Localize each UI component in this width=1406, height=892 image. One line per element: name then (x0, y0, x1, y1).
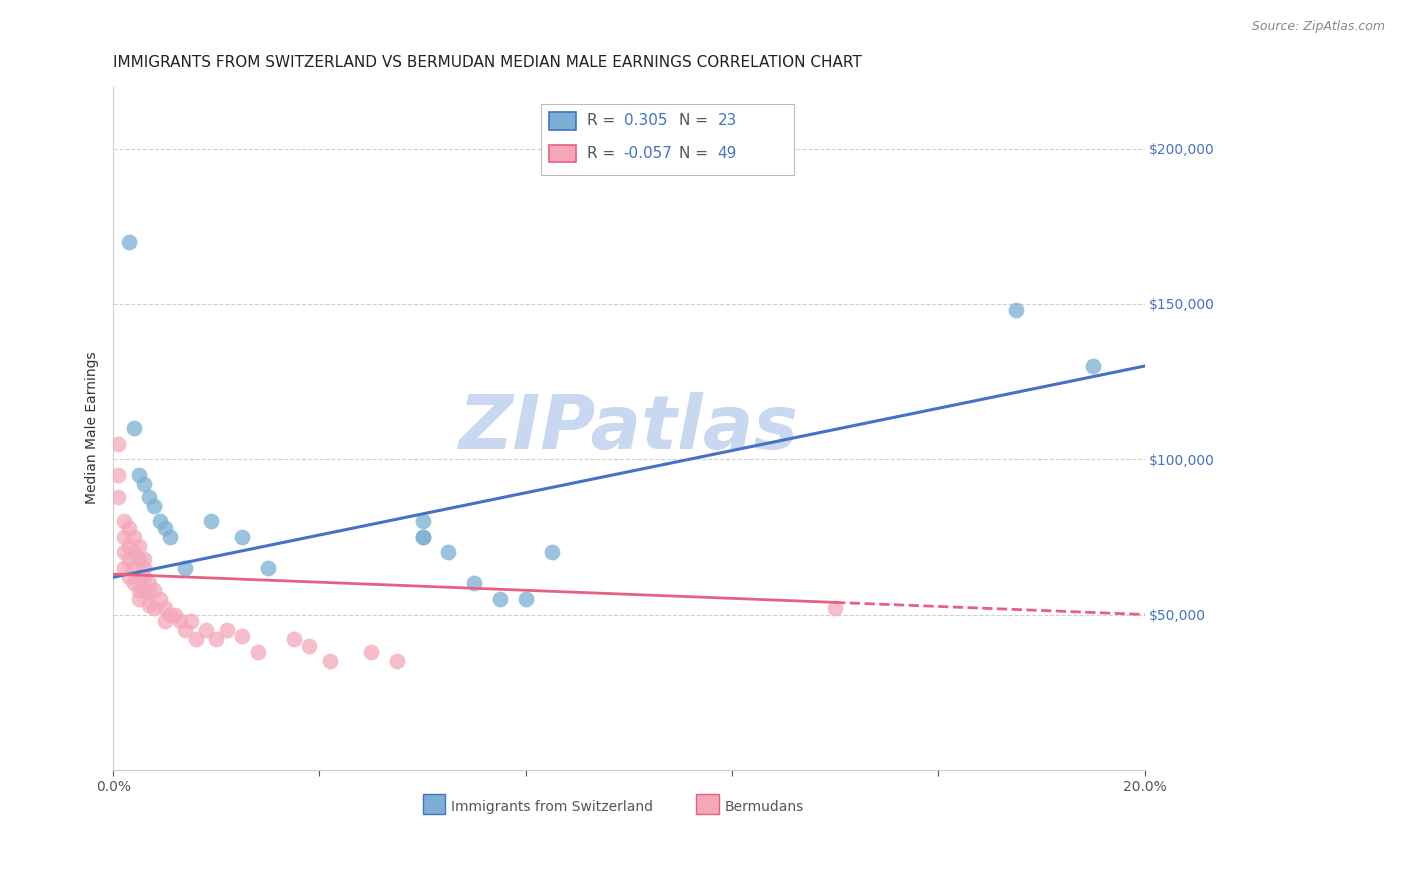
Point (138, 576, 160, 591)
Point (200, 514, 222, 528)
Point (149, 514, 172, 528)
Bar (550, 145, 576, 162)
Point (138, 490, 160, 504)
Point (489, 592, 512, 607)
Point (246, 645, 269, 659)
Point (128, 592, 150, 607)
Point (122, 561, 145, 575)
Point (122, 545, 145, 559)
Point (824, 601, 846, 615)
Point (134, 477, 156, 491)
Point (385, 654, 408, 668)
FancyBboxPatch shape (541, 103, 794, 176)
Point (138, 586, 160, 600)
Point (165, 607, 187, 622)
Point (153, 520, 176, 534)
Point (143, 499, 166, 513)
Point (143, 601, 166, 615)
Point (118, 539, 141, 553)
Point (283, 632, 305, 647)
Point (515, 592, 537, 607)
Point (107, 467, 129, 482)
Point (128, 539, 150, 553)
Text: N =: N = (679, 146, 709, 161)
Point (134, 582, 156, 597)
Point (143, 582, 166, 597)
Point (118, 235, 141, 249)
Point (112, 514, 135, 528)
Point (112, 561, 135, 575)
Point (159, 530, 181, 544)
Point (138, 598, 160, 612)
Point (149, 592, 172, 607)
Text: R =: R = (586, 113, 614, 128)
Point (412, 530, 434, 544)
Point (128, 582, 150, 597)
Point (257, 561, 280, 575)
Point (231, 530, 253, 544)
Point (153, 614, 176, 628)
Point (118, 570, 141, 584)
Point (1081, 359, 1104, 373)
Point (463, 576, 485, 591)
Point (153, 601, 176, 615)
Point (540, 545, 562, 559)
Point (169, 614, 191, 628)
Point (118, 520, 141, 534)
Bar (696, 794, 718, 814)
Point (134, 570, 156, 584)
Point (174, 561, 197, 575)
Text: Source: ZipAtlas.com: Source: ZipAtlas.com (1251, 20, 1385, 33)
Point (122, 421, 145, 435)
Point (112, 530, 135, 544)
Point (134, 561, 156, 575)
Point (205, 632, 228, 647)
Point (112, 545, 135, 559)
Y-axis label: Median Male Earnings: Median Male Earnings (86, 351, 100, 505)
Text: -0.057: -0.057 (624, 146, 672, 161)
Point (215, 623, 238, 637)
Point (128, 467, 150, 482)
Point (184, 632, 207, 647)
Point (298, 639, 321, 653)
Point (174, 623, 197, 637)
Point (412, 514, 434, 528)
Text: IMMIGRANTS FROM SWITZERLAND VS BERMUDAN MEDIAN MALE EARNINGS CORRELATION CHART: IMMIGRANTS FROM SWITZERLAND VS BERMUDAN … (114, 55, 862, 70)
Text: ZIPatlas: ZIPatlas (458, 392, 799, 465)
Text: 23: 23 (717, 113, 737, 128)
Point (159, 607, 181, 622)
Point (122, 530, 145, 544)
Point (231, 629, 253, 643)
Point (1004, 303, 1026, 318)
Point (180, 614, 202, 628)
Text: R =: R = (586, 146, 614, 161)
Text: 0.305: 0.305 (624, 113, 668, 128)
Point (107, 490, 129, 504)
Point (412, 530, 434, 544)
Point (437, 545, 460, 559)
Point (122, 576, 145, 591)
Point (134, 551, 156, 566)
Bar (423, 794, 446, 814)
Point (107, 436, 129, 450)
Point (128, 551, 150, 566)
Point (195, 623, 218, 637)
Text: Bermudans: Bermudans (724, 800, 804, 814)
Point (360, 645, 382, 659)
Text: 49: 49 (717, 146, 737, 161)
Text: N =: N = (679, 113, 709, 128)
Point (128, 570, 150, 584)
Text: Immigrants from Switzerland: Immigrants from Switzerland (451, 800, 654, 814)
Point (118, 551, 141, 566)
Bar (550, 112, 576, 129)
Point (319, 654, 342, 668)
